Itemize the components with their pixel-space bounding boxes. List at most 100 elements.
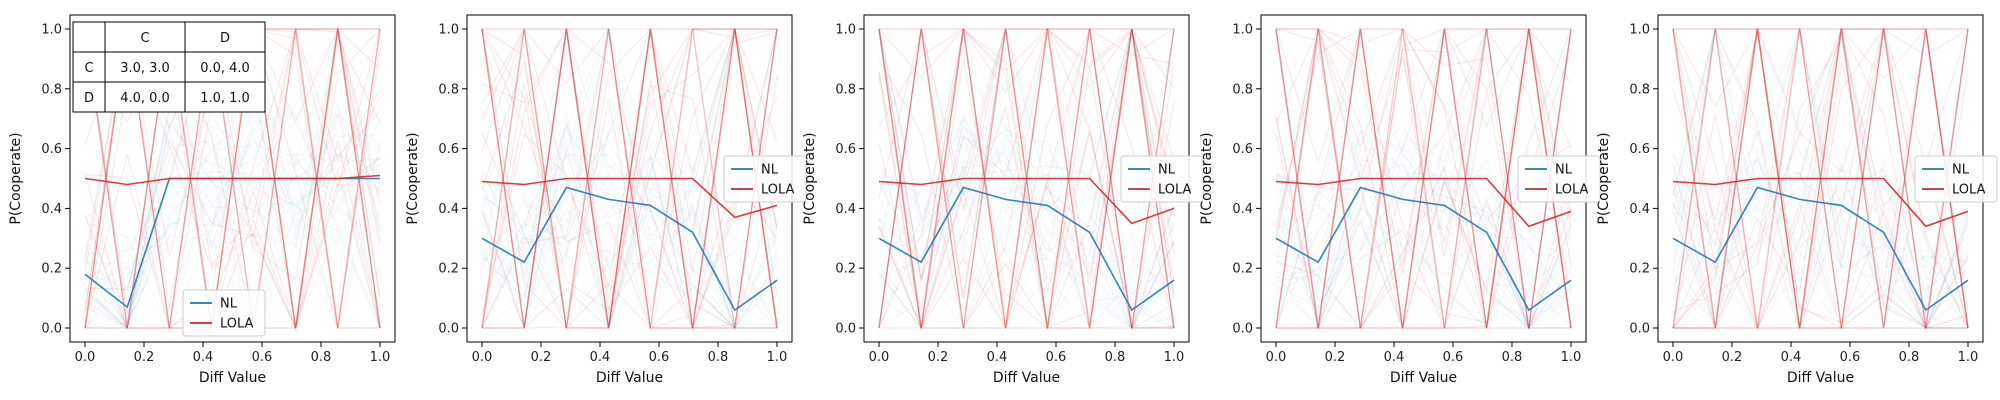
- x-tick-label: 0.6: [1046, 350, 1067, 365]
- lola-run-line: [84, 28, 380, 329]
- y-axis-label: P(Cooperate): [1199, 132, 1215, 224]
- y-tick-label: 0.8: [41, 82, 62, 97]
- nl-run-line: [878, 135, 1175, 330]
- legend-label-nl: NL: [1952, 163, 1970, 178]
- lola-run-line: [1673, 28, 1969, 329]
- y-tick-label: 0.0: [835, 322, 856, 337]
- nl-run-line: [84, 144, 381, 329]
- lola-run-line: [481, 28, 778, 329]
- lola-run-line: [878, 28, 1175, 329]
- nl-run-line: [1275, 27, 1571, 329]
- nl-run-line: [1275, 191, 1572, 330]
- nl-run-line: [84, 106, 381, 330]
- lola-run-line: [878, 28, 1175, 280]
- nl-run-line: [878, 28, 1175, 330]
- series-line-nl: [1672, 186, 1969, 312]
- lola-run-line: [1275, 27, 1572, 329]
- lola-run-line: [878, 28, 1175, 329]
- nl-run-line: [1672, 129, 1968, 329]
- background-runs: [1672, 27, 1969, 331]
- nl-run-line: [878, 115, 1175, 329]
- legend-label-nl: NL: [1555, 163, 1573, 178]
- nl-run-line: [1672, 27, 1968, 329]
- lola-run-line: [878, 28, 1174, 127]
- table-cell: 1.0, 1.0: [200, 91, 250, 106]
- nl-run-line: [878, 28, 1175, 311]
- legend-label-lola: LOLA: [220, 317, 254, 332]
- nl-run-line: [481, 153, 777, 329]
- y-tick-label: 0.0: [41, 322, 62, 337]
- nl-run-line: [481, 28, 778, 330]
- lola-run-line: [879, 28, 1175, 329]
- x-tick-label: 0.2: [1722, 350, 1743, 365]
- legend-label-lola: LOLA: [1952, 183, 1986, 198]
- nl-run-line: [84, 28, 381, 330]
- lola-run-line: [1275, 26, 1572, 329]
- nl-run-line: [878, 117, 1175, 329]
- lola-run-line: [1673, 27, 1969, 329]
- nl-run-line: [481, 28, 777, 329]
- x-tick-label: 0.6: [1840, 350, 1861, 365]
- nl-run-line: [84, 112, 381, 330]
- y-tick-label: 1.0: [41, 23, 62, 38]
- nl-run-line: [84, 109, 381, 329]
- lola-run-line: [85, 28, 381, 331]
- nl-run-line: [1275, 178, 1572, 329]
- nl-run-line: [1672, 158, 1969, 294]
- x-tick-label: 1.0: [767, 350, 788, 365]
- nl-run-line: [1275, 163, 1572, 327]
- nl-run-line: [1672, 172, 1969, 330]
- y-tick-label: 0.8: [1629, 82, 1650, 97]
- lola-run-line: [1672, 28, 1969, 329]
- lola-run-line: [1275, 28, 1572, 329]
- x-tick-label: 1.0: [1958, 350, 1979, 365]
- nl-run-line: [481, 124, 778, 329]
- y-tick-label: 0.2: [438, 262, 459, 277]
- nl-run-line: [481, 28, 778, 329]
- x-tick-label: 0.2: [1325, 350, 1346, 365]
- subplot-5: 0.0 0.2 0.4 0.6 0.8 1.0 0.0 0.2 0.4 0.6 0.8 1.0 Diff…: [1596, 14, 1998, 386]
- nl-run-line: [1672, 161, 1969, 330]
- nl-run-line: [84, 103, 381, 329]
- series-line-nl: [1275, 186, 1572, 312]
- x-tick-label: 0.0: [869, 350, 890, 365]
- lola-run-line: [1672, 28, 1968, 329]
- y-tick-label: 0.8: [835, 82, 856, 97]
- x-tick-label: 0.8: [1899, 350, 1920, 365]
- nl-run-line: [1275, 28, 1572, 286]
- lola-run-line: [1672, 28, 1969, 331]
- y-tick-label: 0.0: [1629, 322, 1650, 337]
- lola-run-line: [481, 27, 778, 327]
- nl-run-line: [878, 28, 1175, 295]
- nl-run-line: [84, 28, 381, 324]
- lola-run-line: [878, 179, 1174, 329]
- nl-run-line: [878, 165, 1175, 330]
- x-axis-label: Diff Value: [1787, 370, 1854, 386]
- nl-run-line: [1672, 28, 1969, 330]
- nl-run-line: [84, 27, 381, 329]
- nl-run-line: [878, 28, 1175, 329]
- nl-run-line: [878, 28, 1175, 330]
- x-tick-label: 0.0: [75, 350, 96, 365]
- nl-run-line: [878, 173, 1175, 330]
- nl-run-line: [84, 117, 381, 284]
- y-tick-label: 0.2: [41, 262, 62, 277]
- nl-run-line: [878, 27, 1175, 329]
- y-tick-label: 0.6: [835, 142, 856, 157]
- nl-run-line: [481, 28, 778, 330]
- nl-run-line: [1275, 159, 1572, 329]
- nl-run-line: [1672, 28, 1968, 330]
- nl-run-line: [84, 163, 381, 287]
- table-cell: 4.0, 0.0: [120, 91, 170, 106]
- lola-run-line: [481, 28, 777, 329]
- nl-run-line: [1275, 142, 1572, 294]
- nl-run-line: [481, 28, 778, 300]
- nl-run-line: [1672, 28, 1968, 322]
- y-tick-label: 1.0: [1629, 23, 1650, 38]
- nl-run-line: [1672, 28, 1969, 330]
- lola-run-line: [1276, 28, 1571, 329]
- y-tick-label: 0.6: [41, 142, 62, 157]
- lola-run-line: [1672, 28, 1969, 331]
- lola-run-line: [878, 28, 1175, 330]
- nl-run-line: [1672, 27, 1969, 292]
